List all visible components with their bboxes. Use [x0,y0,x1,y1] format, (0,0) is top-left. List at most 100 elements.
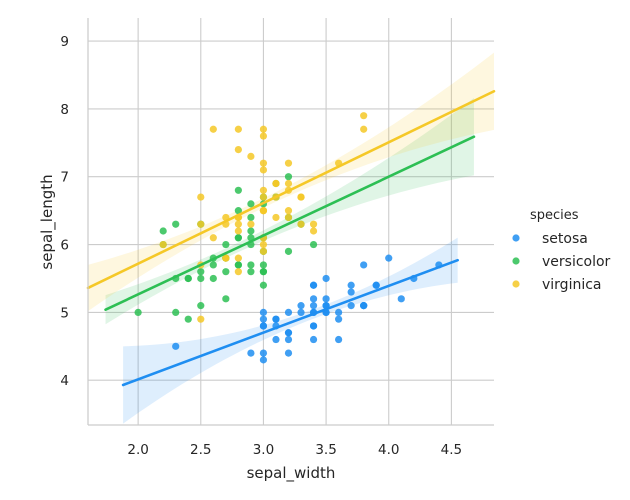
versicolor-point [197,274,205,283]
virginica-point [197,193,205,201]
setosa-point [309,302,318,310]
setosa-point [259,322,268,330]
y-tick-label: 6 [60,238,69,254]
versicolor-point [247,261,255,269]
virginica-point [297,220,305,228]
tick-labels: 2.0 2.5 3.0 3.5 4.0 4.5 4 5 6 7 8 9 [60,34,462,458]
virginica-point [259,186,268,194]
setosa-point [347,281,355,289]
setosa-point [322,295,330,303]
setosa-point [259,349,268,357]
setosa-point [297,308,305,316]
versicolor-point [234,261,242,269]
virginica-point [259,240,268,249]
setosa-point [284,335,293,344]
x-tick-label: 3.5 [315,442,336,458]
virginica-legend-marker [512,280,520,288]
versicolor-point [184,315,192,323]
virginica-point [209,125,217,133]
virginica-point [259,207,268,215]
data-points [134,112,443,364]
virginica-point [297,193,305,201]
virginica-point [272,213,280,222]
virginica-point [272,179,280,188]
versicolor-point [222,295,230,303]
y-axis-label: sepal_length [38,174,57,269]
virginica-regression-line [86,89,496,290]
setosa-point [247,349,255,357]
virginica-point [360,125,368,133]
versicolor-point [172,308,180,316]
versicolor-point [172,220,180,228]
versicolor-point [222,240,230,249]
x-tick-label: 4.5 [441,442,462,458]
versicolor-point [247,227,255,235]
legend: species setosa versicolor virginica [512,208,611,293]
versicolor-point [247,213,255,222]
virginica-point [259,193,268,201]
versicolor-point [247,200,255,208]
versicolor-point [134,308,142,316]
regression-lines [86,89,496,387]
virginica-point [197,315,205,323]
virginica-point [234,227,242,235]
setosa-point [309,295,318,303]
virginica-point [247,152,255,160]
versicolor-point [197,302,205,310]
virginica-point [234,125,242,133]
versicolor-point [159,227,167,235]
setosa-point [309,281,318,289]
versicolor-point [184,274,192,283]
y-tick-label: 8 [60,102,69,118]
virginica-point [259,125,268,133]
setosa-point [397,295,405,303]
setosa-point [284,308,293,316]
setosa-point [272,315,280,323]
setosa-legend-marker [512,234,520,242]
virginica-point [309,227,318,235]
x-axis-label: sepal_width [247,464,336,483]
virginica-point [360,112,368,120]
y-tick-label: 9 [60,34,69,50]
setosa-point [309,322,318,330]
setosa-point [322,274,330,283]
setosa-point [259,356,268,364]
versicolor-regression-line [104,135,476,311]
setosa-point [335,335,343,344]
virginica-confidence-band [88,52,494,312]
virginica-point [259,247,268,255]
virginica-point [209,234,217,242]
virginica-point [247,220,255,228]
setosa-point [297,302,305,310]
virginica-legend-label: virginica [542,277,602,293]
setosa-point [335,315,343,323]
setosa-point [259,315,268,323]
versicolor-point [284,173,293,181]
setosa-legend-label: setosa [542,231,588,247]
virginica-point [234,268,242,276]
confidence-bands [88,52,494,424]
versicolor-point [234,234,242,242]
versicolor-point [234,207,242,215]
y-tick-label: 4 [60,373,69,389]
virginica-point [259,159,268,167]
virginica-point [309,220,318,228]
virginica-point [159,240,167,249]
x-tick-label: 2.5 [190,442,211,458]
x-tick-label: 3.0 [253,442,274,458]
versicolor-point [222,268,230,276]
setosa-regression-line [121,258,459,387]
virginica-point [197,220,205,228]
versicolor-point [197,268,205,276]
setosa-point [360,302,368,310]
virginica-point [259,166,268,174]
versicolor-legend-label: versicolor [542,254,611,270]
y-tick-label: 5 [60,305,69,321]
legend-title: species [530,208,579,223]
versicolor-point [284,247,293,255]
setosa-point [335,308,343,316]
setosa-point [385,254,393,262]
virginica-point [222,254,230,262]
setosa-point [347,302,355,310]
